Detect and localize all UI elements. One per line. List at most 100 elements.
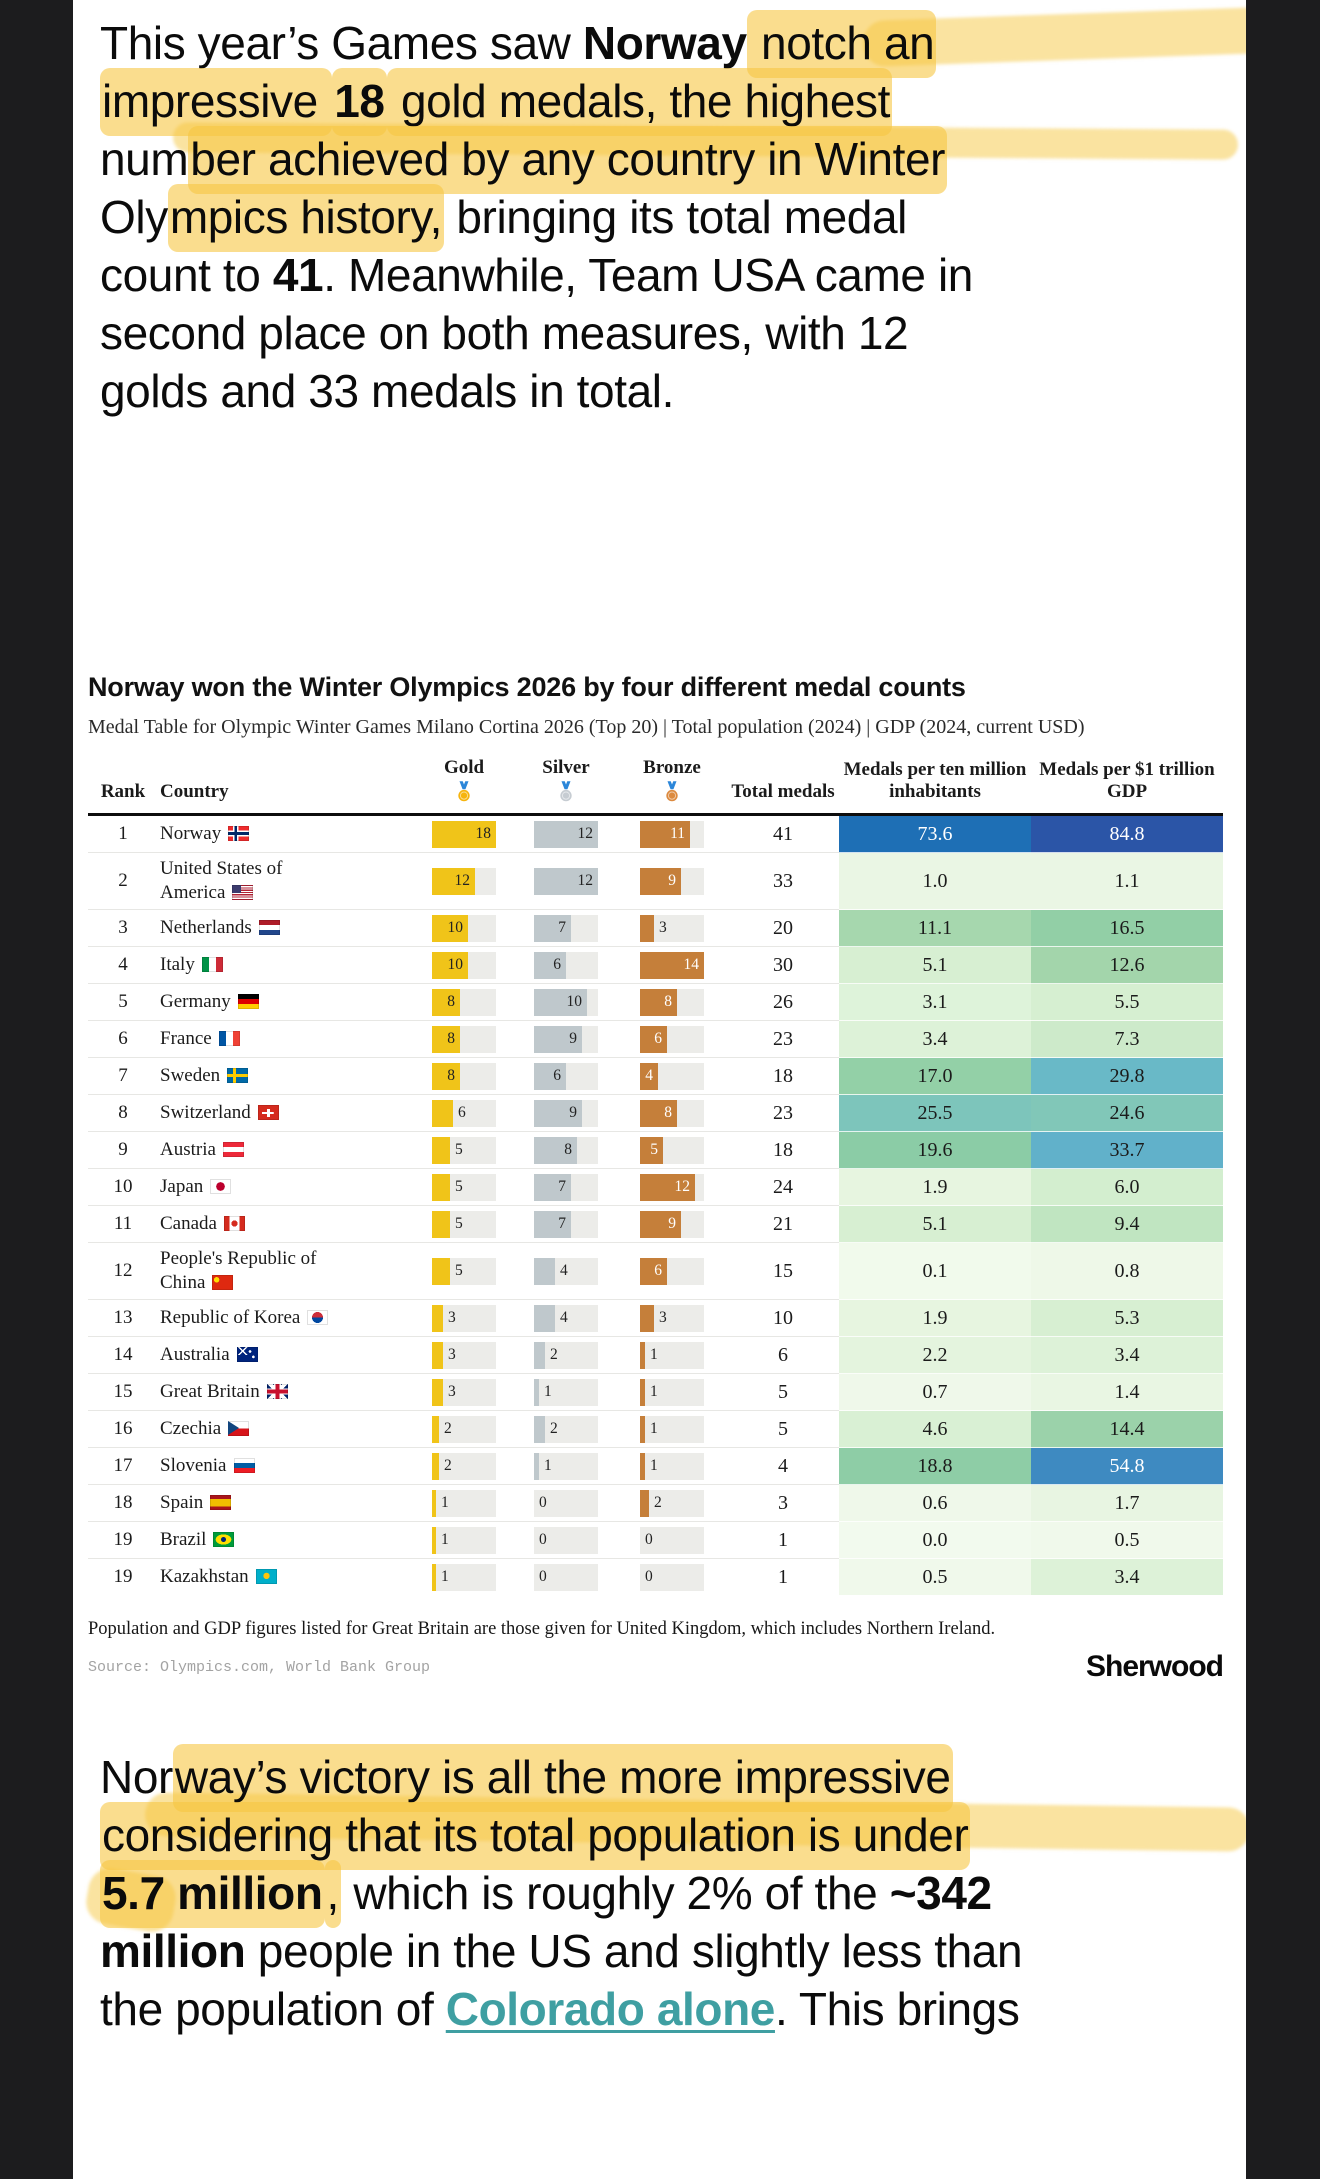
bronze-cell: 1: [617, 1447, 727, 1485]
gold-cell: 8: [413, 1057, 515, 1095]
gold-cell: 1: [413, 1484, 515, 1522]
total-medals-cell: 21: [727, 1205, 839, 1243]
text-segment: ber achieved by any country in Winter: [188, 126, 948, 194]
bronze-cell: 1: [617, 1410, 727, 1448]
text-segment: notch an: [746, 10, 937, 78]
table-row: 16 Czechia 2 2 1 5 4.6 14.4: [88, 1410, 1223, 1448]
per-population-cell: 3.4: [839, 1020, 1031, 1058]
gold-cell: 2: [413, 1447, 515, 1485]
gold-cell: 5: [413, 1205, 515, 1243]
per-population-cell: 3.1: [839, 983, 1031, 1021]
text-segment: . This brings: [774, 1983, 1020, 2035]
per-population-cell: 17.0: [839, 1057, 1031, 1095]
gold-medal-icon: [458, 781, 470, 802]
per-gdp-cell: 14.4: [1031, 1410, 1223, 1448]
cn-flag-icon: [212, 1275, 234, 1290]
per-population-cell: 5.1: [839, 946, 1031, 984]
country-cell: Australia: [158, 1336, 413, 1374]
bronze-value: 3: [659, 1309, 667, 1326]
table-row: 8 Switzerland 6 9 8 23 25.5 24.6: [88, 1094, 1223, 1132]
table-row: 11 Canada 5 7 9 21 5.1 9.4: [88, 1205, 1223, 1243]
text-segment: num: [100, 133, 189, 185]
silver-value: 1: [544, 1457, 552, 1474]
silver-cell: 7: [515, 1168, 617, 1206]
silver-cell: 0: [515, 1521, 617, 1559]
chart-source-row: Source: Olympics.com, World Bank Group S…: [88, 1650, 1224, 1684]
country-name: Slovenia: [160, 1455, 227, 1477]
header-country: Country: [158, 757, 413, 816]
bronze-header-label: Bronze: [643, 757, 701, 778]
total-medals-cell: 15: [727, 1242, 839, 1300]
per-gdp-cell: 84.8: [1031, 814, 1223, 853]
silver-cell: 12: [515, 815, 617, 853]
bronze-value: 1: [650, 1346, 658, 1363]
bronze-value: 1: [650, 1383, 658, 1400]
per-population-cell: 11.1: [839, 909, 1031, 947]
bronze-cell: 2: [617, 1484, 727, 1522]
br-flag-icon: [213, 1532, 235, 1548]
gold-cell: 3: [413, 1336, 515, 1374]
rank-cell: 18: [88, 1484, 158, 1522]
rank-cell: 2: [88, 852, 158, 910]
de-flag-icon: [237, 994, 259, 1010]
paragraph-line: This year’s Games saw Norway notch an: [100, 10, 1242, 78]
country-name: Switzerland: [160, 1102, 251, 1124]
per-gdp-cell: 54.8: [1031, 1447, 1223, 1485]
per-population-cell: 0.6: [839, 1484, 1031, 1522]
bronze-value: 0: [645, 1531, 653, 1548]
country-cell: Slovenia: [158, 1447, 413, 1485]
au-flag-icon: [236, 1347, 258, 1363]
gold-value: 3: [448, 1383, 456, 1400]
silver-value: 0: [539, 1568, 547, 1585]
kz-flag-icon: [255, 1569, 277, 1585]
table-row: 19 Brazil 1 0 0 1 0.0 0.5: [88, 1521, 1223, 1559]
gold-cell: 10: [413, 946, 515, 984]
bronze-cell: 8: [617, 1094, 727, 1132]
bronze-cell: 0: [617, 1558, 727, 1595]
silver-value: 0: [539, 1494, 547, 1511]
bronze-value: 6: [654, 1262, 662, 1279]
header-per-gdp: Medals per $1 trillion GDP: [1031, 757, 1223, 816]
rank-cell: 3: [88, 909, 158, 947]
silver-cell: 1: [515, 1373, 617, 1411]
rank-cell: 10: [88, 1168, 158, 1206]
text-segment: 18: [332, 68, 387, 136]
silver-cell: 8: [515, 1131, 617, 1169]
gold-cell: 6: [413, 1094, 515, 1132]
silver-cell: 7: [515, 1205, 617, 1243]
total-medals-cell: 23: [727, 1020, 839, 1058]
per-gdp-cell: 29.8: [1031, 1057, 1223, 1095]
per-population-cell: 0.5: [839, 1558, 1031, 1595]
paragraph-line: second place on both measures, with 12: [100, 304, 1242, 362]
colorado-alone-link[interactable]: Colorado alone: [445, 1983, 776, 2035]
table-row: 18 Spain 1 0 2 3 0.6 1.7: [88, 1484, 1223, 1522]
table-row: 13 Republic of Korea 3 4 3 10 1.9 5.3: [88, 1299, 1223, 1337]
country-name: Kazakhstan: [160, 1566, 249, 1588]
es-flag-icon: [210, 1495, 232, 1511]
silver-cell: 9: [515, 1094, 617, 1132]
per-gdp-cell: 33.7: [1031, 1131, 1223, 1169]
per-population-cell: 5.1: [839, 1205, 1031, 1243]
si-flag-icon: [233, 1458, 255, 1474]
country-name: United States of America: [160, 858, 283, 903]
paragraph-line: count to 41. Meanwhile, Team USA came in: [100, 246, 1242, 304]
bronze-value: 3: [659, 919, 667, 936]
gold-value: 10: [447, 919, 464, 936]
bronze-value: 6: [654, 1030, 662, 1047]
sherwood-logo: Sherwood: [1085, 1650, 1224, 1683]
per-gdp-cell: 1.7: [1031, 1484, 1223, 1522]
gold-value: 8: [447, 1030, 455, 1047]
rank-cell: 5: [88, 983, 158, 1021]
silver-cell: 2: [515, 1410, 617, 1448]
at-flag-icon: [222, 1142, 244, 1158]
country-cell: Japan: [158, 1168, 413, 1206]
gold-cell: 3: [413, 1299, 515, 1337]
bronze-cell: 3: [617, 909, 727, 947]
rank-cell: 9: [88, 1131, 158, 1169]
country-cell: Norway: [158, 815, 413, 853]
text-segment: considering that its total population is…: [100, 1802, 971, 1870]
table-row: 6 France 8 9 6 23 3.4 7.3: [88, 1020, 1223, 1058]
table-row: 7 Sweden 8 6 4 18 17.0 29.8: [88, 1057, 1223, 1095]
country-name: Sweden: [160, 1065, 221, 1087]
text-segment: ,: [324, 1860, 341, 1928]
